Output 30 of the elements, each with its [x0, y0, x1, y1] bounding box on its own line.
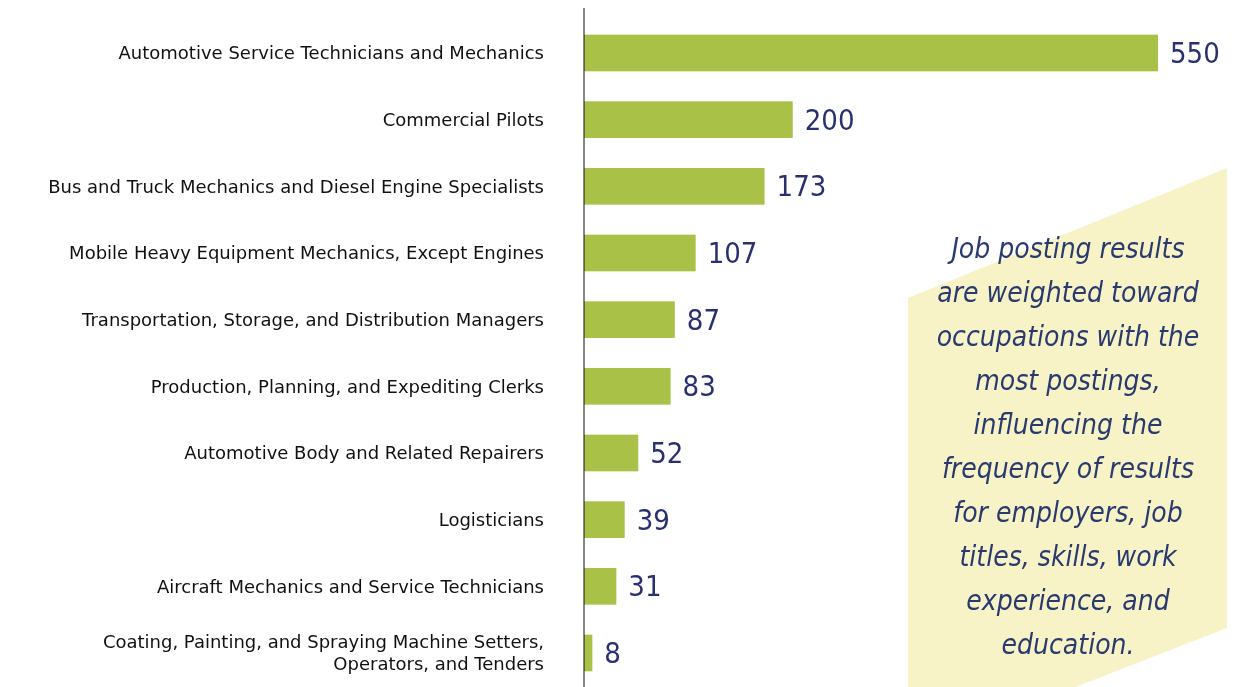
y-tick-label: Automotive Service Technicians and Mechanics — [118, 42, 544, 64]
y-tick-label: Automotive Body and Related Repairers — [184, 442, 544, 464]
bar — [584, 234, 696, 272]
data-label: 52 — [650, 436, 684, 471]
text: Job posting results are weighted toward occupations with the most postings, influencing the frequency of results for employers, job titles, skills, work experience, and education. — [936, 232, 1200, 661]
data-label: 87 — [686, 302, 720, 337]
bar — [584, 434, 639, 472]
data-label: 8 — [604, 636, 621, 671]
y-tick-label: Commercial Pilots — [382, 108, 544, 130]
data-label: 31 — [628, 569, 662, 604]
y-tick-label: Bus and Truck Mechanics and Diesel Engine Specialists — [48, 175, 544, 197]
y-tick-label: Logisticians — [438, 508, 544, 530]
data-label: 83 — [682, 369, 716, 404]
y-tick-label: Production, Planning, and Expediting Clerks — [150, 375, 544, 397]
y-tick-label: Mobile Heavy Equipment Mechanics, Except Engines — [69, 242, 544, 264]
data-label: 173 — [776, 169, 827, 204]
bar — [584, 568, 617, 605]
bar — [584, 34, 1158, 72]
bar — [584, 501, 625, 538]
data-label: 39 — [636, 502, 670, 537]
data-label: 550 — [1170, 36, 1220, 71]
y-tick-label: Coating, Painting, and Spraying Machine Setters, Operators, and Tenders — [102, 631, 544, 675]
y-tick-label: Aircraft Mechanics and Service Technicians — [156, 575, 544, 597]
data-label: 200 — [804, 102, 855, 137]
data-label: 107 — [707, 236, 758, 271]
bar — [584, 168, 765, 205]
y-tick-label: Transportation, Storage, and Distribution Managers — [81, 308, 544, 330]
bar — [584, 101, 793, 138]
bar — [584, 301, 675, 338]
bar — [584, 368, 671, 405]
